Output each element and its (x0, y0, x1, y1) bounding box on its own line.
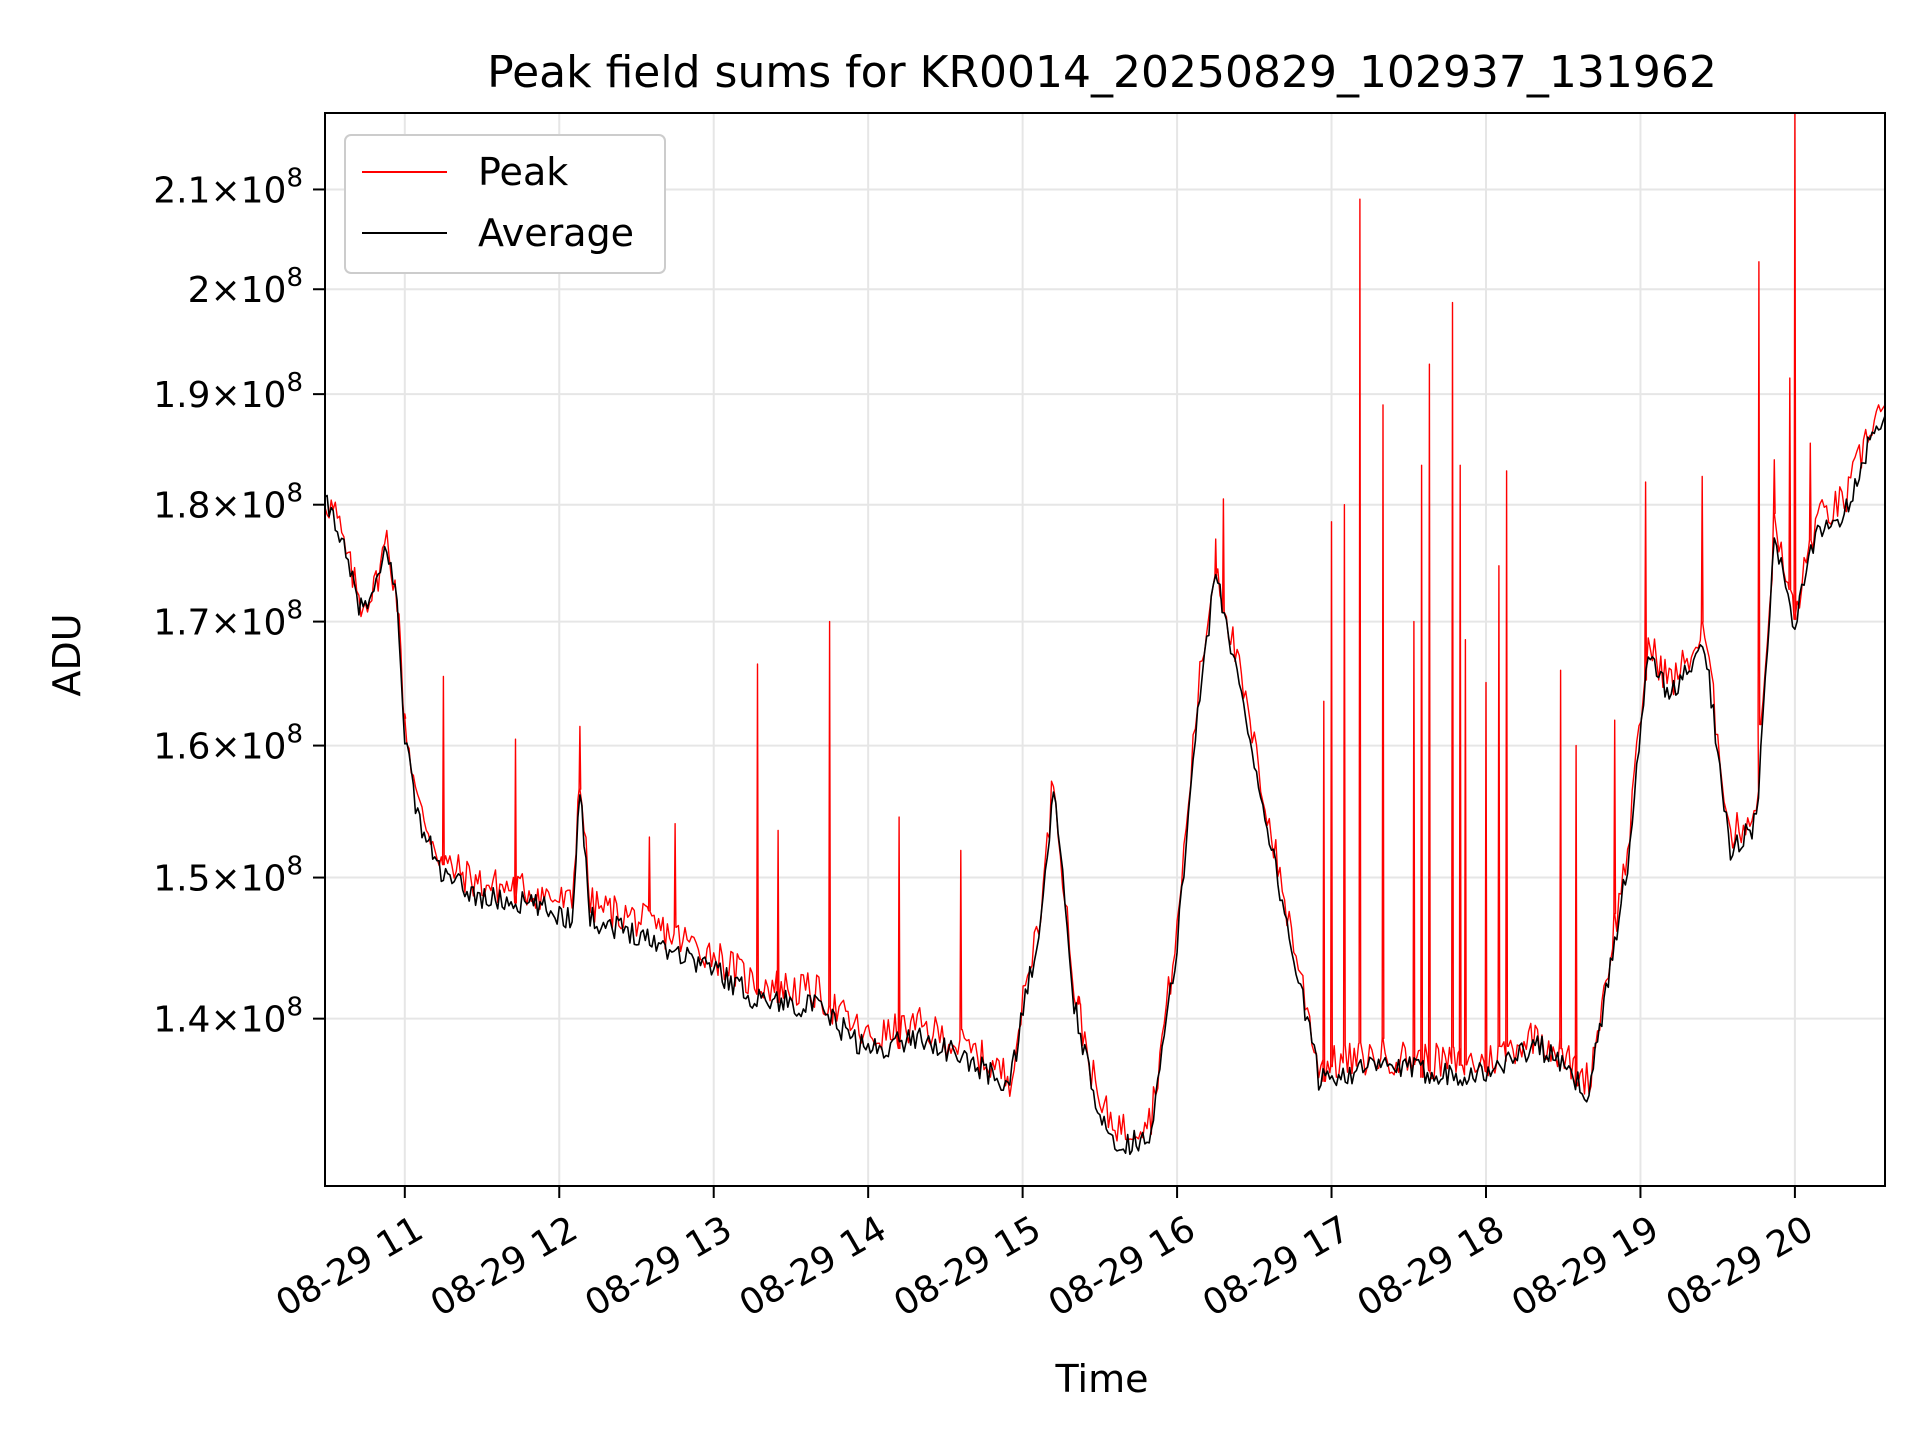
y-tick-mantissa: 1.9 (153, 375, 210, 416)
y-tick-times: × (210, 375, 240, 416)
series-line-average (325, 415, 1885, 1156)
y-tick-times: × (210, 859, 240, 900)
y-tick-base: 10 (241, 270, 287, 311)
y-tick-times: × (210, 170, 240, 211)
chart-title: Peak field sums for KR0014_20250829_1029… (487, 47, 1717, 98)
series-layer (325, 113, 1885, 1156)
y-tick-exponent: 8 (286, 263, 303, 293)
y-tick-base: 10 (241, 727, 287, 768)
legend-label-average: Average (478, 211, 634, 255)
grid-lines (325, 113, 1885, 1186)
y-tick-base: 10 (241, 170, 287, 211)
y-tick-mantissa: 1.5 (153, 859, 210, 900)
y-tick-exponent: 8 (286, 596, 303, 626)
legend: Peak Average (344, 134, 666, 274)
y-tick-base: 10 (241, 1000, 287, 1041)
y-tick-exponent: 8 (286, 163, 303, 193)
y-tick-label: 1.9×108 (153, 368, 303, 416)
y-tick-mantissa: 1.4 (153, 1000, 210, 1041)
series-line-peak (325, 113, 1885, 1142)
y-tick-label: 1.4×108 (153, 993, 303, 1041)
y-tick-mantissa: 1.7 (153, 603, 210, 644)
plot-area-frame (324, 112, 1886, 1187)
y-tick-base: 10 (241, 375, 287, 416)
y-tick-label: 1.6×108 (153, 720, 303, 768)
y-tick-times: × (210, 727, 240, 768)
y-tick-mantissa: 1.6 (153, 727, 210, 768)
y-tick-base: 10 (241, 486, 287, 527)
y-tick-mantissa: 2 (188, 270, 211, 311)
y-axis-label: ADU (45, 613, 89, 696)
legend-label-peak: Peak (478, 150, 568, 194)
y-tick-exponent: 8 (286, 852, 303, 882)
y-tick-times: × (210, 486, 240, 527)
y-tick-label: 1.5×108 (153, 852, 303, 900)
y-tick-mantissa: 1.8 (153, 486, 210, 527)
legend-box (344, 134, 666, 274)
y-tick-mantissa: 2.1 (153, 170, 210, 211)
x-axis-label: Time (1055, 1357, 1149, 1401)
y-tick-exponent: 8 (286, 368, 303, 398)
y-axis: 1.4×1081.5×1081.6×1081.7×1081.8×1081.9×1… (153, 163, 325, 1041)
y-tick-label: 1.8×108 (153, 479, 303, 527)
y-tick-base: 10 (241, 859, 287, 900)
series-group (325, 113, 1885, 1156)
y-tick-base: 10 (241, 603, 287, 644)
y-tick-times: × (210, 270, 240, 311)
y-tick-times: × (210, 603, 240, 644)
y-tick-label: 1.7×108 (153, 596, 303, 644)
y-tick-exponent: 8 (286, 479, 303, 509)
y-tick-label: 2×108 (188, 263, 303, 311)
y-tick-label: 2.1×108 (153, 163, 303, 211)
y-tick-exponent: 8 (286, 720, 303, 750)
y-tick-exponent: 8 (286, 993, 303, 1023)
y-tick-times: × (210, 1000, 240, 1041)
